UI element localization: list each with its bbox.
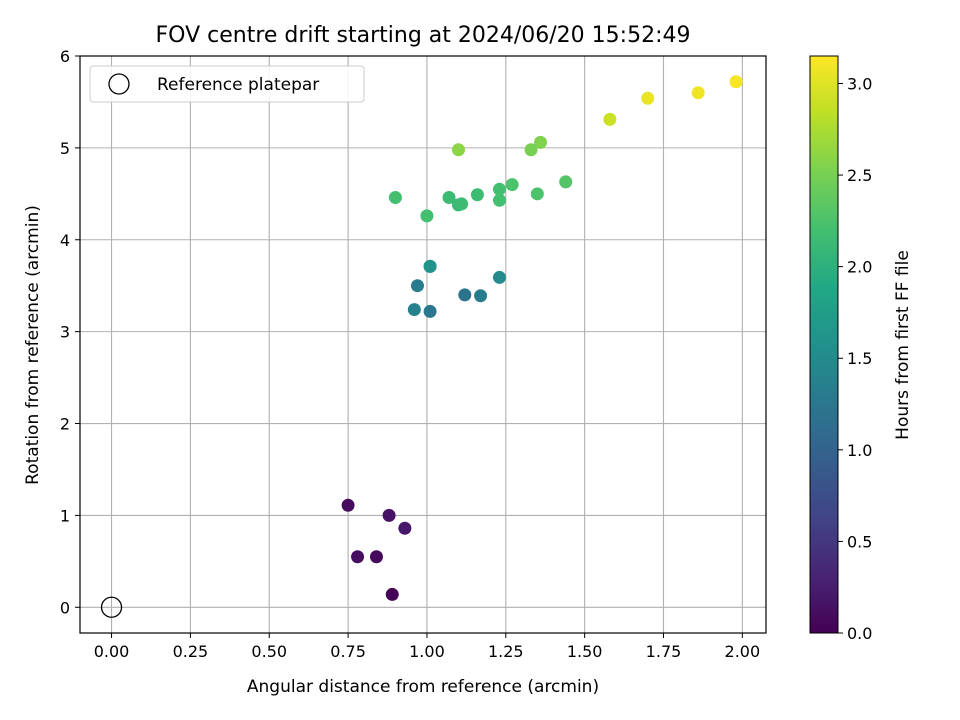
data-point [369,550,383,564]
colorbar-tick-label: 2.0 [847,258,872,277]
x-axis-label: Angular distance from reference (arcmin) [247,677,599,697]
data-point [398,521,412,535]
data-point [341,498,355,512]
legend-marker-icon [108,73,130,95]
x-tick-label: 1.25 [488,642,524,661]
x-tick-label: 1.00 [409,642,445,661]
colorbar-tick-label: 2.5 [847,166,872,185]
data-point [458,288,472,302]
data-point [442,190,456,204]
data-point [382,508,396,522]
colorbar-tick-label: 1.0 [847,441,872,460]
x-axis-ticks: 0.00 0.25 0.50 0.75 1.00 1.25 1.50 1.75 2.00 [94,633,760,661]
plot-frame [79,55,767,634]
y-tick-label: 5 [60,139,70,158]
y-tick-label: 0 [60,598,70,617]
data-point [492,270,506,284]
data-point [691,86,705,100]
data-point [603,112,617,126]
colorbar-tick-label: 0.5 [847,532,872,551]
data-point [559,175,573,189]
reference-point [100,596,123,618]
data-point [410,279,424,293]
y-axis-label: Rotation from reference (arcmin) [23,205,43,485]
chart-title: FOV centre drift starting at 2024/06/20 … [156,23,691,48]
data-point [423,304,437,318]
y-tick-label: 2 [60,415,70,434]
data-points [100,75,743,618]
data-point [524,143,538,157]
colorbar-gradient [809,55,839,634]
x-tick-label: 0.75 [330,642,366,661]
data-point [470,188,484,202]
data-point [729,75,743,89]
data-point [385,587,399,601]
x-tick-label: 0.25 [173,642,209,661]
colorbar: 0.0 0.5 1.0 1.5 2.0 2.5 3.0 Hours from first F… [809,55,913,643]
legend-box [89,65,365,103]
data-point [455,197,469,211]
data-point [641,91,655,105]
x-tick-label: 1.75 [646,642,682,661]
legend: Reference platepar [89,65,365,103]
data-point [423,259,437,273]
data-point [407,303,421,317]
colorbar-tick-label: 0.0 [847,624,872,643]
data-point [505,178,519,192]
y-tick-label: 1 [60,506,70,525]
y-axis-ticks: 0 1 2 3 4 5 6 [60,47,80,617]
y-tick-label: 4 [60,231,70,250]
data-point [351,550,365,564]
data-point [530,187,544,201]
y-tick-label: 3 [60,323,70,342]
colorbar-tick-label: 3.0 [847,74,872,93]
colorbar-ticks: 0.0 0.5 1.0 1.5 2.0 2.5 3.0 [838,74,872,643]
legend-label: Reference platepar [157,75,319,95]
x-tick-label: 0.00 [94,642,130,661]
data-point [388,190,402,204]
colorbar-label: Hours from first FF file [893,250,913,440]
data-point [533,135,547,149]
data-point [492,193,506,207]
data-point [420,209,434,223]
x-tick-label: 1.50 [567,642,603,661]
grid-lines [80,55,766,633]
data-point [451,143,465,157]
x-tick-label: 2.00 [725,642,761,661]
x-tick-label: 0.50 [251,642,287,661]
colorbar-tick-label: 1.5 [847,349,872,368]
data-point [474,289,488,303]
data-point [492,182,506,196]
y-tick-label: 6 [60,47,70,66]
